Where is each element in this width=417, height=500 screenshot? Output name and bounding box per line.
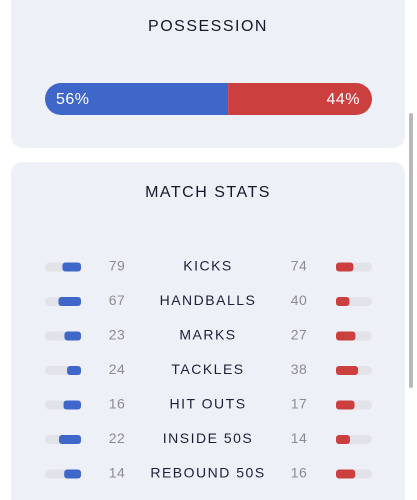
home-value: 79 [109, 258, 126, 274]
home-value: 67 [109, 292, 126, 308]
home-value: 24 [109, 361, 126, 377]
home-value: 14 [109, 465, 126, 481]
away-value: 17 [291, 396, 308, 412]
home-bar [62, 262, 81, 272]
home-value: 16 [109, 396, 126, 412]
match-stats-title: MATCH STATS [145, 184, 271, 201]
stat-name: TACKLES [171, 361, 244, 377]
stat-name: MARKS [179, 327, 236, 343]
away-value: 16 [291, 465, 308, 481]
away-bar [336, 331, 356, 341]
away-value: 40 [291, 292, 308, 308]
away-possession-label: 44% [326, 91, 360, 108]
home-bar [59, 435, 81, 444]
home-possession [45, 83, 229, 115]
match-stats-card [11, 162, 405, 500]
stat-name: INSIDE 50S [163, 430, 253, 446]
home-bar [58, 297, 81, 306]
away-value: 74 [291, 258, 308, 274]
away-bar [336, 262, 354, 272]
home-bar [67, 366, 81, 375]
away-possession [228, 83, 372, 115]
home-bar [63, 400, 81, 410]
home-bar [64, 331, 81, 341]
home-value: 22 [109, 430, 126, 446]
home-bar [64, 469, 81, 479]
stat-name: HIT OUTS [169, 396, 246, 412]
away-bar [336, 469, 356, 479]
stat-name: REBOUND 50S [150, 465, 265, 481]
possession-title: POSSESSION [148, 18, 268, 35]
home-value: 23 [109, 327, 126, 343]
stat-name: HANDBALLS [160, 292, 257, 308]
away-bar [336, 435, 350, 444]
away-value: 27 [291, 327, 308, 343]
away-bar [336, 366, 359, 375]
away-bar [336, 297, 350, 306]
stat-name: KICKS [183, 258, 233, 274]
away-value: 38 [291, 361, 308, 377]
possession-bar [45, 83, 372, 115]
scrollbar [409, 113, 413, 388]
away-value: 14 [291, 430, 308, 446]
away-bar [336, 400, 355, 410]
home-possession-label: 56% [56, 91, 90, 108]
